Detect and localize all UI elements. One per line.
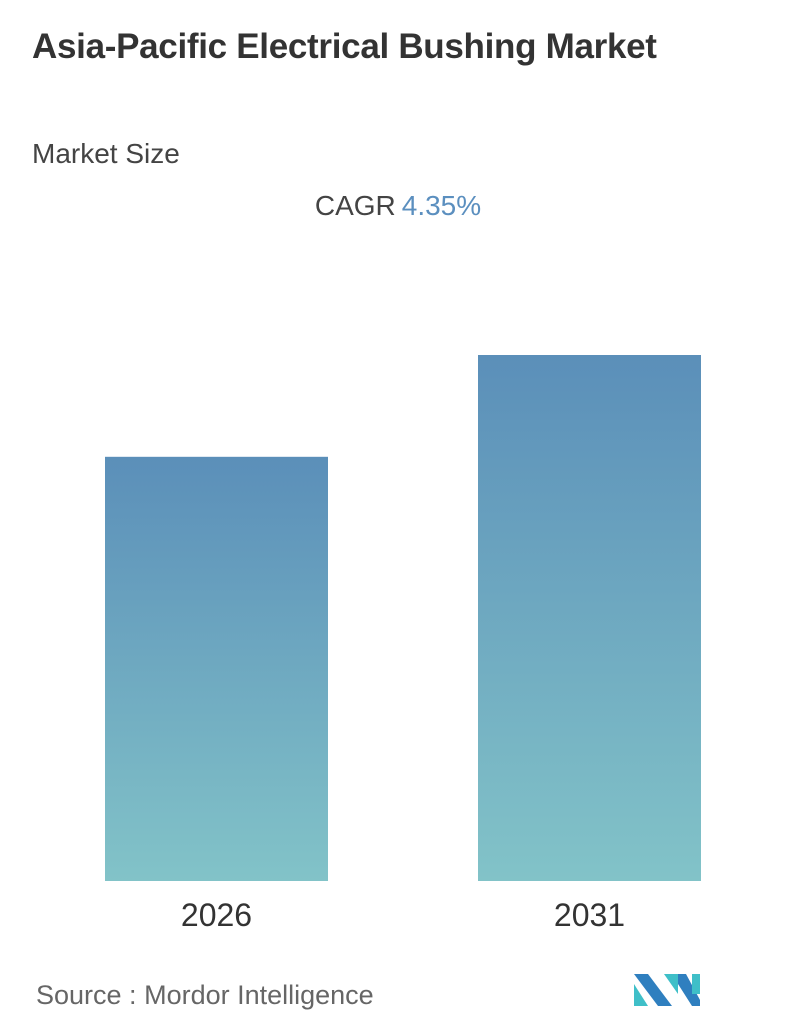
- cagr-label: CAGR 4.35%: [0, 190, 796, 222]
- chart-title: Asia-Pacific Electrical Bushing Market: [32, 27, 657, 66]
- x-tick-label: 2031: [554, 897, 625, 933]
- mordor-logo: [634, 974, 700, 1006]
- bar-chart: 2026 2031: [105, 355, 701, 933]
- bar-2026: [105, 456, 328, 881]
- cagr-value: 4.35%: [401, 190, 482, 221]
- bar-2031: [478, 355, 701, 881]
- source: Source : Mordor Intelligence: [36, 980, 374, 1011]
- source-value: Mordor Intelligence: [144, 980, 374, 1010]
- cagr-text: CAGR: [314, 190, 396, 221]
- x-tick-label: 2026: [181, 897, 252, 933]
- source-label: Source :: [36, 980, 137, 1010]
- chart-subtitle: Market Size: [32, 138, 180, 169]
